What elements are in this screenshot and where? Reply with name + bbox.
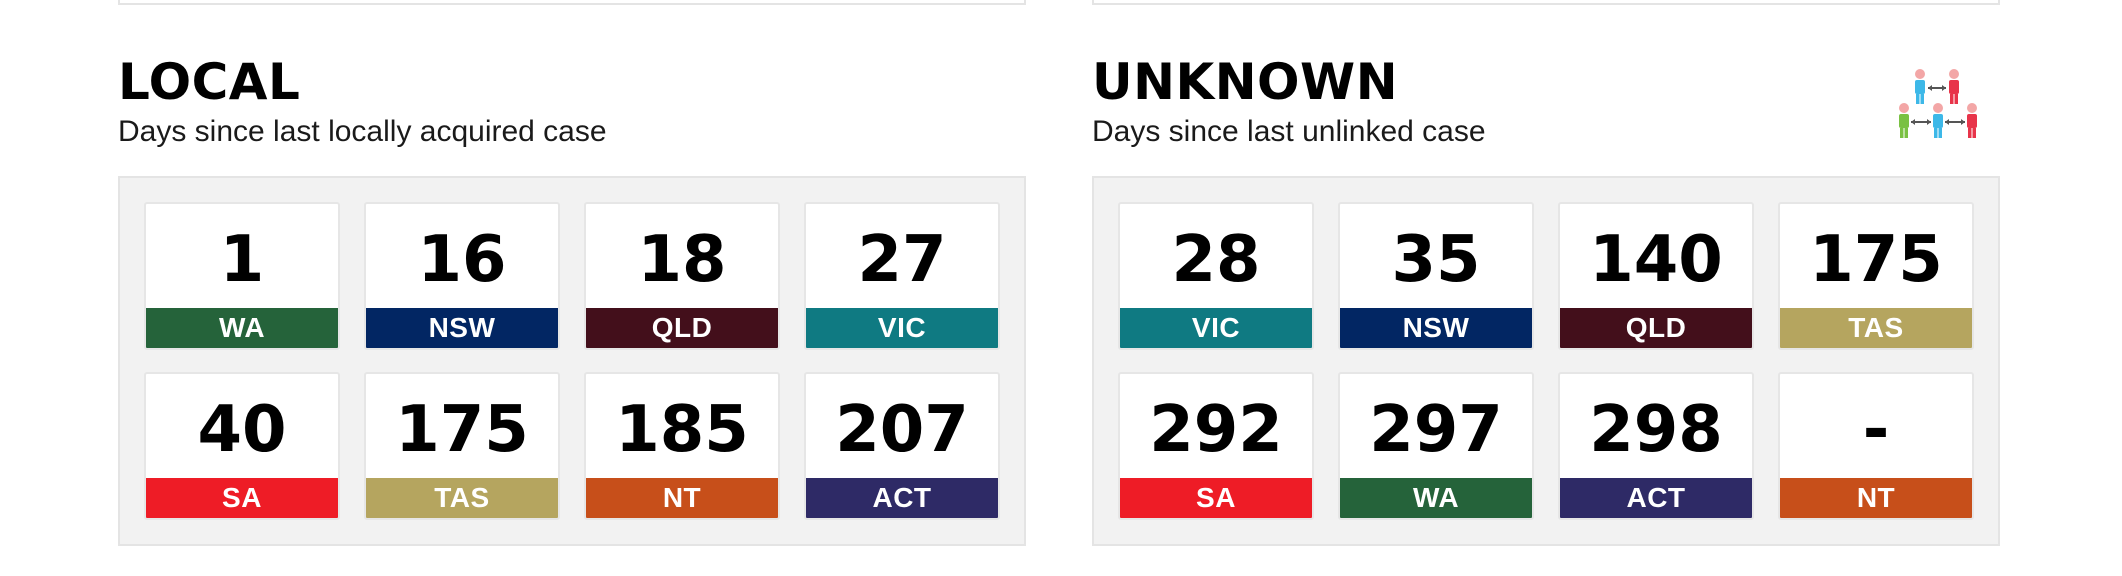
days-count: 140: [1589, 223, 1723, 297]
state-label: QLD: [1560, 308, 1752, 348]
unknown-cards-panel: 28 VIC 35 NSW 140 QLD 175 TAS 292 SA 297 WA 29…: [1092, 176, 2000, 546]
state-label: ACT: [1560, 478, 1752, 518]
previous-panel-bottom-edge: [1092, 0, 2000, 5]
state-label: SA: [1120, 478, 1312, 518]
state-card: 140 QLD: [1558, 202, 1754, 350]
section-title: UNKNOWN: [1092, 53, 1399, 111]
state-card: 16 NSW: [364, 202, 560, 350]
local-cards-panel: 1 WA 16 NSW 18 QLD 27 VIC 40 SA 175 TAS 185 NT …: [118, 176, 1026, 546]
state-card: 28 VIC: [1118, 202, 1314, 350]
days-count: -: [1862, 393, 1890, 467]
days-count: 40: [197, 393, 287, 467]
state-label: NT: [1780, 478, 1972, 518]
section-subtitle: Days since last unlinked case: [1092, 115, 1486, 148]
days-count: 207: [835, 393, 969, 467]
state-card: 40 SA: [144, 372, 340, 520]
days-count: 175: [1809, 223, 1943, 297]
section-title: LOCAL: [118, 53, 301, 111]
days-count: 297: [1369, 393, 1503, 467]
state-label: NT: [586, 478, 778, 518]
state-label: VIC: [806, 308, 998, 348]
state-label: NSW: [366, 308, 558, 348]
days-count: 35: [1391, 223, 1481, 297]
state-card: 175 TAS: [364, 372, 560, 520]
days-count: 292: [1149, 393, 1283, 467]
state-label: ACT: [806, 478, 998, 518]
local-cards-grid: 1 WA 16 NSW 18 QLD 27 VIC 40 SA 175 TAS 185 NT …: [144, 202, 1000, 520]
state-card: 175 TAS: [1778, 202, 1974, 350]
state-card: 297 WA: [1338, 372, 1534, 520]
days-count: 27: [857, 223, 947, 297]
state-label: WA: [146, 308, 338, 348]
days-count: 185: [615, 393, 749, 467]
days-count: 298: [1589, 393, 1723, 467]
state-card: 298 ACT: [1558, 372, 1754, 520]
days-count: 16: [417, 223, 507, 297]
state-label: NSW: [1340, 308, 1532, 348]
state-label: WA: [1340, 478, 1532, 518]
days-count: 1: [219, 223, 265, 297]
state-label: SA: [146, 478, 338, 518]
state-card: 185 NT: [584, 372, 780, 520]
state-card: 1 WA: [144, 202, 340, 350]
state-card: 27 VIC: [804, 202, 1000, 350]
state-card: 35 NSW: [1338, 202, 1534, 350]
state-card: - NT: [1778, 372, 1974, 520]
state-card: 207 ACT: [804, 372, 1000, 520]
unknown-cards-grid: 28 VIC 35 NSW 140 QLD 175 TAS 292 SA 297 WA 29…: [1118, 202, 1974, 520]
state-label: VIC: [1120, 308, 1312, 348]
state-label: TAS: [1780, 308, 1972, 348]
state-label: TAS: [366, 478, 558, 518]
previous-panel-bottom-edge: [118, 0, 1026, 5]
state-card: 292 SA: [1118, 372, 1314, 520]
days-count: 175: [395, 393, 529, 467]
state-label: QLD: [586, 308, 778, 348]
days-count: 18: [637, 223, 727, 297]
state-card: 18 QLD: [584, 202, 780, 350]
section-subtitle: Days since last locally acquired case: [118, 115, 607, 148]
days-count: 28: [1171, 223, 1261, 297]
contact-tracing-people-icon: [1896, 68, 1986, 148]
